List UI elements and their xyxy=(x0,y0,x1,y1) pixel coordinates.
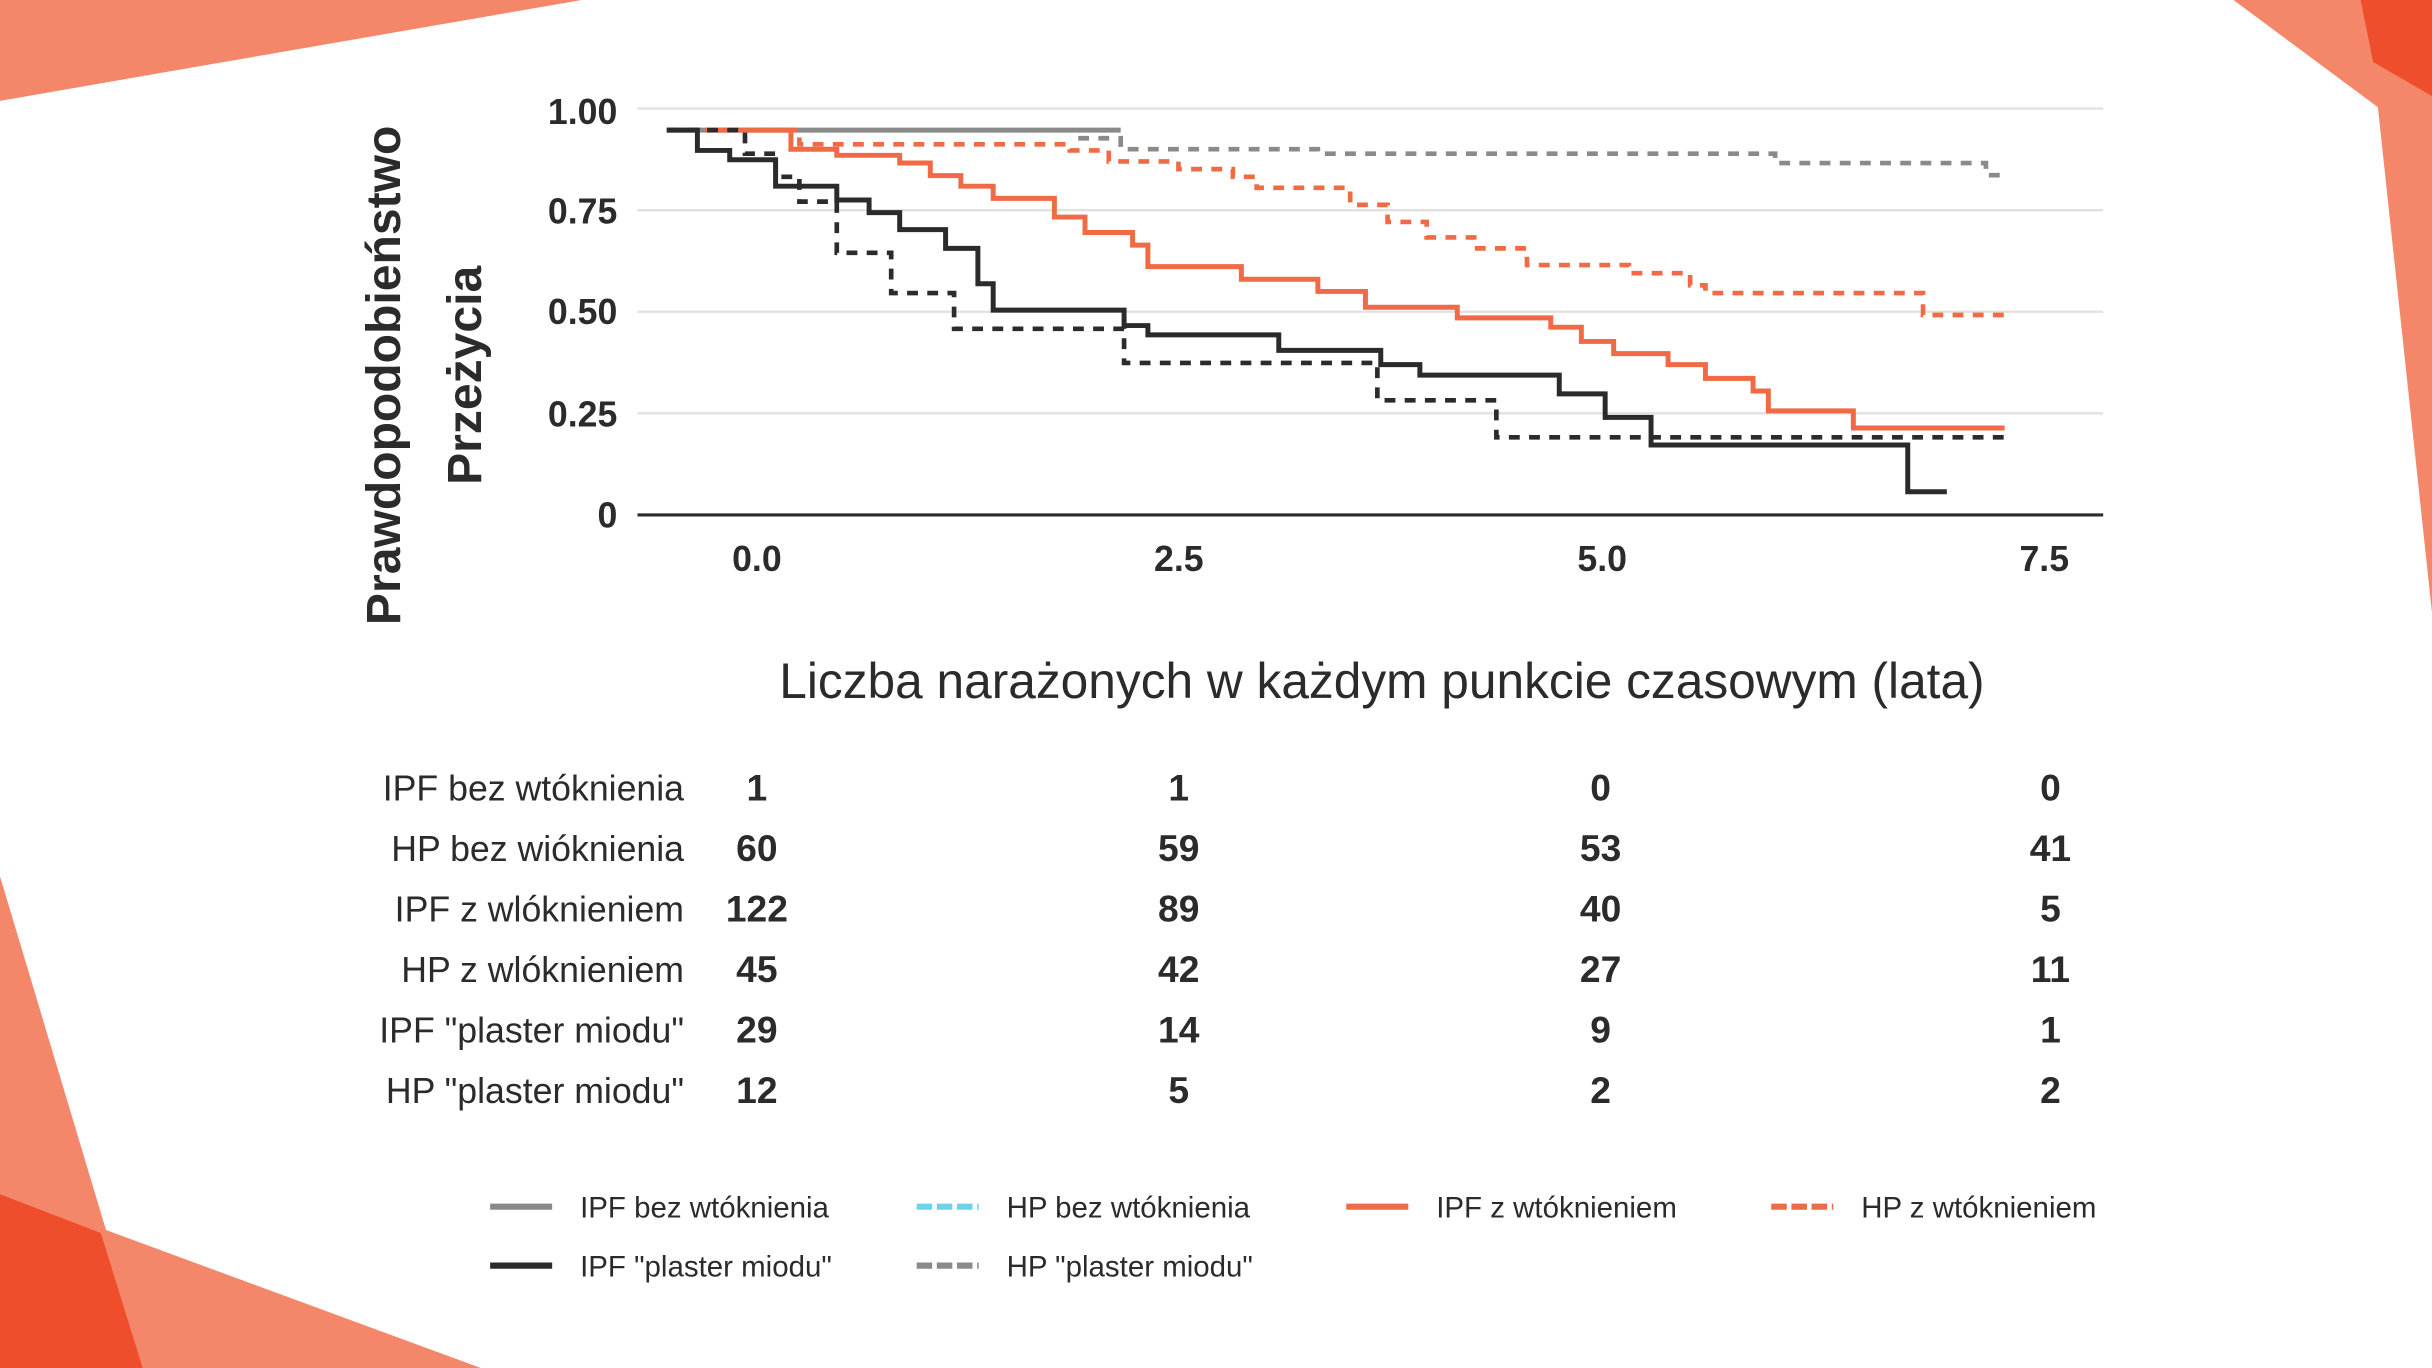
risk-value: 0 xyxy=(1590,766,1611,808)
legend-label: IPF bez wtóknienia xyxy=(580,1192,829,1225)
risk-value: 27 xyxy=(1580,948,1621,990)
risk-value: 59 xyxy=(1158,827,1199,869)
x-tick-label: 0.0 xyxy=(732,539,782,579)
survival-curve xyxy=(705,127,2005,431)
y-axis-label: Prawdopodobieństwo Przeżycia xyxy=(357,126,492,625)
corner-shape-top-right-dark xyxy=(2360,0,2432,97)
risk-value: 2 xyxy=(1590,1069,1611,1111)
risk-value: 89 xyxy=(1158,887,1199,929)
risk-row-label: HP "plaster miodu" xyxy=(386,1071,684,1111)
survival-curve xyxy=(1078,135,2005,178)
risk-table: IPF bez wtóknienia 1 1 0 0HP bez wióknienia 6… xyxy=(379,766,2071,1110)
corner-shape-top-left xyxy=(0,0,582,101)
y-axis-label-line-2: Przeżycia xyxy=(438,265,492,485)
risk-value: 41 xyxy=(2030,827,2071,869)
legend-label: IPF z wtóknieniem xyxy=(1436,1192,1677,1225)
y-tick-label: 0 xyxy=(597,495,617,535)
x-tick-label: 5.0 xyxy=(1577,539,1627,579)
x-tick-label: 7.5 xyxy=(2019,539,2069,579)
corner-shape-right-edge xyxy=(2373,62,2432,613)
risk-row-label: IPF "plaster miodu" xyxy=(379,1010,684,1050)
legend-label: HP "plaster miodu" xyxy=(1007,1250,1253,1283)
y-tick-labels: 1.00 0.75 0.50 0.25 0 xyxy=(548,92,617,535)
risk-value: 53 xyxy=(1580,827,1621,869)
y-axis-label-line-1: Prawdopodobieństwo xyxy=(357,126,411,625)
y-tick-label: 0.75 xyxy=(548,191,617,231)
survival-curve xyxy=(705,127,2005,318)
risk-row-label: HP bez wióknienia xyxy=(391,829,684,869)
risk-value: 2 xyxy=(2040,1069,2061,1111)
survival-curve xyxy=(666,127,1947,495)
survival-curve xyxy=(666,127,2005,440)
risk-value: 14 xyxy=(1158,1008,1200,1050)
risk-value: 1 xyxy=(2040,1008,2061,1050)
risk-value: 40 xyxy=(1580,887,1621,929)
risk-value: 12 xyxy=(736,1069,777,1111)
x-tick-label: 2.5 xyxy=(1154,539,1204,579)
legend: IPF bez wtóknienia HP bez wtóknienia IPF z… xyxy=(490,1192,2096,1283)
risk-value: 9 xyxy=(1590,1008,1611,1050)
x-tick-labels: 0.0 2.5 5.0 7.5 xyxy=(732,539,2069,579)
legend-label: IPF "plaster miodu" xyxy=(580,1250,832,1283)
risk-row-label: IPF z wlóknieniem xyxy=(395,889,684,929)
risk-value: 60 xyxy=(736,827,777,869)
y-tick-label: 0.25 xyxy=(548,395,617,435)
risk-value: 122 xyxy=(726,887,788,929)
risk-value: 5 xyxy=(1168,1069,1189,1111)
grid-lines xyxy=(637,107,2104,415)
risk-value: 11 xyxy=(2031,948,2070,990)
risk-value: 1 xyxy=(1168,766,1189,808)
risk-value: 42 xyxy=(1158,948,1199,990)
risk-value: 5 xyxy=(2040,887,2061,929)
corner-shape-bottom-left-dark xyxy=(0,1194,143,1368)
risk-row-label: IPF bez wtóknienia xyxy=(383,768,684,808)
risk-value: 1 xyxy=(747,766,768,808)
legend-label: HP bez wtóknienia xyxy=(1007,1192,1251,1225)
risk-table-title: Liczba narażonych w każdym punkcie czaso… xyxy=(779,653,1984,709)
legend-label: HP z wtóknieniem xyxy=(1861,1192,2096,1225)
risk-value: 0 xyxy=(2040,766,2061,808)
y-tick-label: 0.50 xyxy=(548,292,617,332)
risk-value: 45 xyxy=(736,948,777,990)
y-tick-label: 1.00 xyxy=(548,92,617,132)
series-group xyxy=(666,127,2005,495)
risk-row-label: HP z wlóknieniem xyxy=(401,950,684,990)
risk-value: 29 xyxy=(736,1008,777,1050)
